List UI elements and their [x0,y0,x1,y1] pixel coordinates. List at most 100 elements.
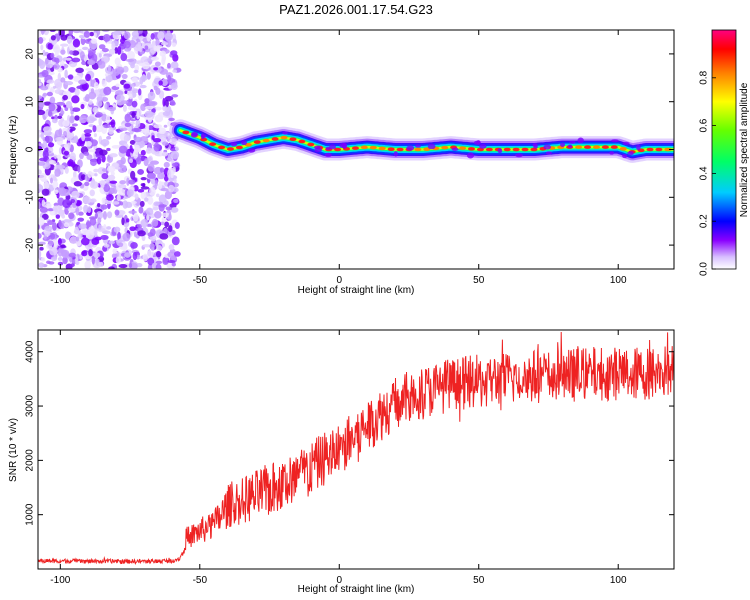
noise-blob [89,189,95,197]
noise-blob [38,30,41,38]
noise-blob [42,49,46,57]
noise-blob [156,193,160,198]
noise-blob [71,95,80,104]
ridge-speckle [190,131,198,138]
ridge-peak [262,138,270,143]
noise-blob [130,241,138,249]
noise-blob [38,232,42,239]
ridge-peak [467,147,475,151]
noise-blob [89,217,97,226]
ridge-speckle [200,133,205,140]
noise-blob [147,257,155,266]
noise-blob [144,105,154,110]
noise-blob [153,142,160,152]
noise-blob [66,35,73,45]
noise-blob [118,242,124,248]
noise-blob [79,51,85,60]
colorbar: 0.0 0.2 0.4 0.6 0.8 Normalized spectral ampl… [699,29,750,276]
noise-blob [146,213,150,221]
ridge-speckle [515,153,523,158]
noise-blob [53,63,60,70]
colorbar-tick-label: 0.6 [699,118,710,132]
noise-blob [124,90,128,94]
noise-blob [87,59,96,66]
noise-blob [123,83,131,89]
noise-blob [93,32,97,38]
noise-blob [147,91,156,101]
noise-blob [106,194,114,201]
noise-blob [57,72,62,82]
noise-blob [47,208,55,212]
noise-blob [109,153,118,158]
noise-blob [55,214,61,219]
noise-blob [39,246,44,251]
noise-blob [154,114,163,123]
noise-blob [171,94,179,98]
ridge-peak [610,145,618,149]
noise-blob [79,152,84,160]
noise-blob [150,160,159,165]
noise-blob [149,228,156,237]
noise-blob [117,164,127,174]
ridge-peak [378,146,386,151]
ridge-peak [334,147,342,152]
noise-blob [168,213,172,221]
noise-blob [71,107,81,112]
noise-blob [144,197,149,202]
noise-blob [54,168,61,177]
noise-blob [41,188,50,196]
noise-blob [161,78,168,87]
noise-blob [101,96,109,102]
x-tick-label: 50 [473,275,485,286]
noise-blob [167,225,173,233]
ridge-peak [396,147,404,152]
noise-blob [50,256,58,261]
noise-blob [89,31,95,37]
ridge-speckle [568,144,573,148]
noise-blob [155,263,162,269]
noise-blob [129,226,136,232]
noise-blob [132,212,139,222]
noise-blob [147,163,155,172]
noise-blob [140,186,150,190]
noise-blob [92,106,99,113]
noise-blob [75,67,84,74]
noise-blob [60,77,66,83]
y-tick-label: 20 [25,48,36,60]
noise-blob [136,156,142,165]
noise-blob [133,69,139,74]
snr-x-label: Height of straight line (km) [298,584,415,595]
noise-blob [101,197,106,205]
noise-blob [41,199,46,207]
colorbar-tick-label: 0.4 [699,166,710,180]
noise-blob [57,115,63,120]
noise-blob [153,67,159,71]
noise-blob [108,266,115,269]
noise-blob [77,217,85,222]
noise-blob [50,35,56,41]
noise-blob [38,101,45,108]
noise-blob [98,53,102,58]
noise-blob [103,124,111,129]
noise-blob [64,69,68,79]
noise-blob [120,52,128,62]
y-tick-label: -10 [25,190,36,205]
noise-blob [154,61,161,67]
noise-blob [158,127,166,135]
noise-blob [38,109,46,116]
noise-blob [46,79,55,84]
noise-blob [128,93,133,100]
spectrogram-ridge [169,119,674,163]
noise-blob [122,232,131,242]
ridge-speckle [329,144,337,150]
noise-blob [153,45,157,52]
noise-blob [108,127,114,135]
noise-blob [97,60,106,69]
noise-blob [115,256,121,264]
noise-blob [52,85,57,89]
noise-blob [88,100,93,105]
noise-blob [106,135,112,140]
noise-blob [58,128,63,137]
noise-blob [162,105,167,112]
